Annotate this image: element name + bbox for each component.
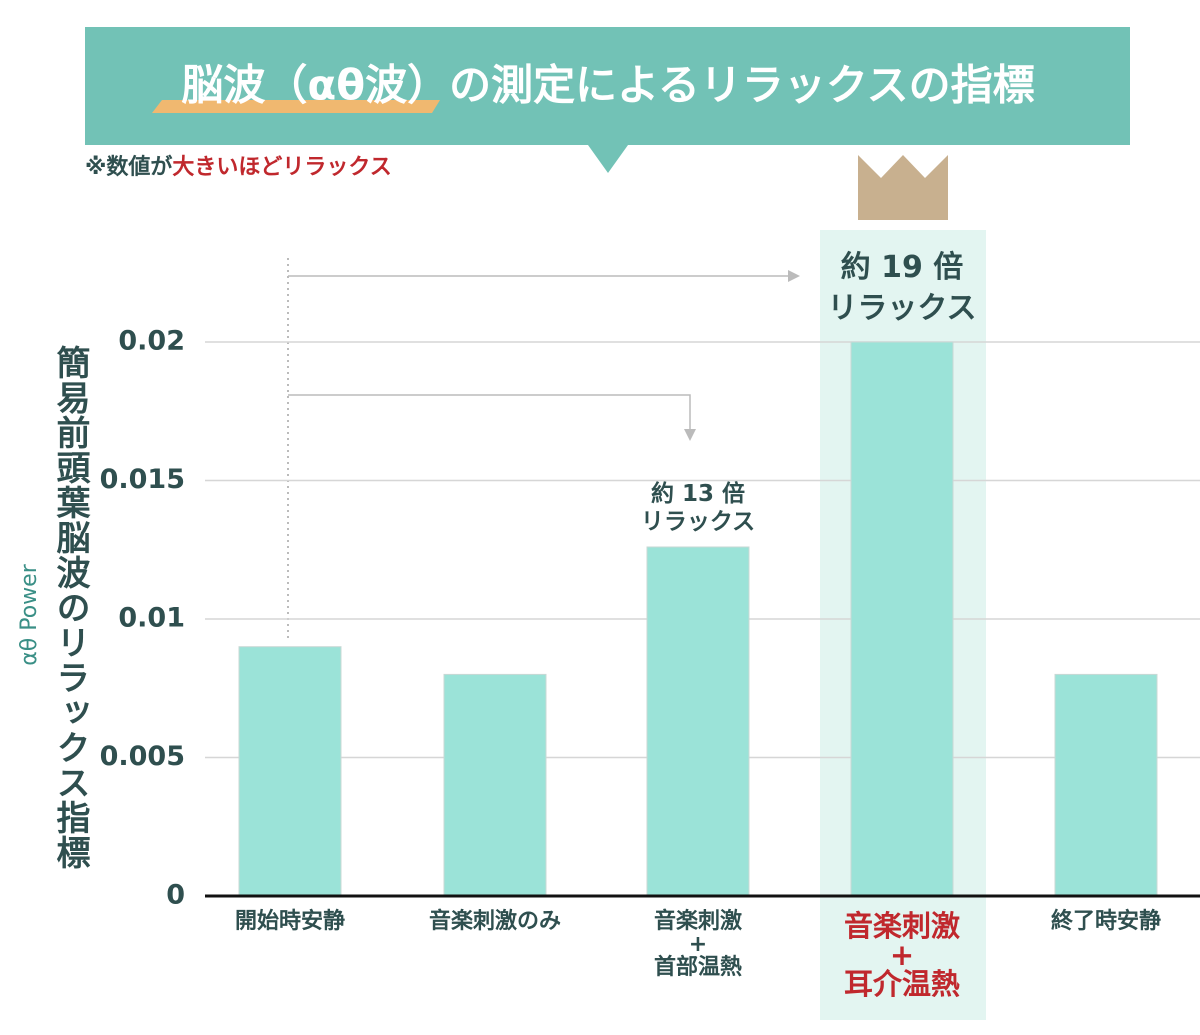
title-underline (152, 100, 440, 113)
y-axis-label: 簡易前頭葉脳波のリラックス指標 (50, 345, 90, 870)
bar (238, 646, 342, 897)
note-emphasis: 大きいほどリラックス (172, 155, 391, 180)
arrowhead (788, 270, 800, 282)
crown (858, 155, 948, 220)
x-tick-label: 音楽刺激のみ (428, 909, 561, 934)
note: ※数値が大きいほどリラックス (85, 154, 392, 180)
title-banner (85, 27, 1130, 145)
y-tick-label: 0 (166, 880, 185, 911)
y-tick-label: 0.01 (118, 603, 185, 634)
x-tick-label: 開始時安静 (234, 909, 345, 934)
arrow (288, 394, 691, 435)
y-sublabel: αθ Power (17, 563, 42, 665)
x-tick-label: 音楽刺激 + 首部温熱 (653, 909, 742, 980)
annotation: 約 13 倍 リラックス (640, 481, 756, 535)
note-prefix: ※数値が (85, 154, 172, 180)
chart-title: 脳波（αθ波）の測定によるリラックスの指標 (181, 61, 1034, 110)
y-tick-label: 0.005 (100, 741, 185, 772)
x-tick-label: 音楽刺激 + 耳介温熱 (843, 909, 960, 1001)
banner-pointer (588, 145, 628, 173)
y-tick-label: 0.015 (100, 464, 185, 495)
bar (443, 673, 547, 897)
bar (850, 341, 954, 897)
x-tick-label: 終了時安静 (1050, 909, 1161, 934)
annotation: 約 19 倍 リラックス (827, 250, 977, 326)
arrowhead (684, 429, 696, 441)
y-tick-label: 0.02 (118, 326, 185, 357)
bar (646, 546, 750, 897)
bar (1054, 673, 1158, 897)
